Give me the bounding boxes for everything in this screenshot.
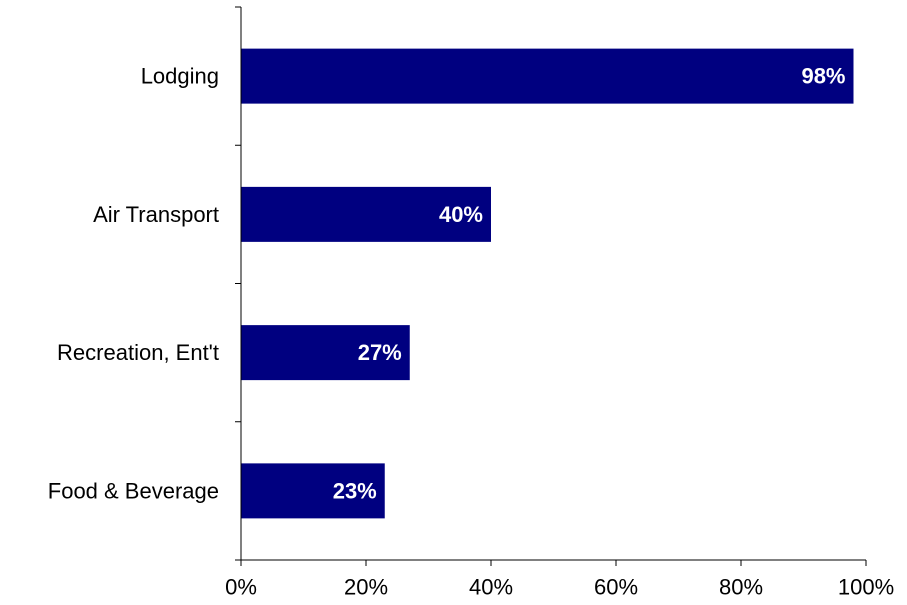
category-label-air-transport: Air Transport	[93, 202, 219, 227]
category-label-lodging: Lodging	[141, 64, 219, 89]
bar-air-transport	[241, 186, 491, 242]
axes-group	[235, 6, 867, 566]
x-tick-label: 0%	[225, 575, 257, 600]
x-tick-label: 40%	[469, 575, 513, 600]
bars-group	[241, 48, 854, 519]
data-label-recreation-ent-t: 27%	[358, 340, 402, 365]
category-label-food-beverage: Food & Beverage	[48, 478, 219, 503]
data-label-food-beverage: 23%	[333, 478, 377, 503]
bar-lodging	[241, 48, 854, 104]
bar-recreation-ent-t	[241, 325, 410, 381]
x-tick-label: 100%	[838, 575, 894, 600]
bar-food-beverage	[241, 463, 385, 519]
x-tick-label: 20%	[344, 575, 388, 600]
x-tick-label: 80%	[719, 575, 763, 600]
category-label-recreation-ent-t: Recreation, Ent't	[57, 340, 219, 365]
labels-group: Lodging 98% Air Transport 40% Recreation, En…	[48, 64, 894, 600]
data-label-air-transport: 40%	[439, 202, 483, 227]
data-label-lodging: 98%	[801, 64, 845, 89]
x-tick-label: 60%	[594, 575, 638, 600]
